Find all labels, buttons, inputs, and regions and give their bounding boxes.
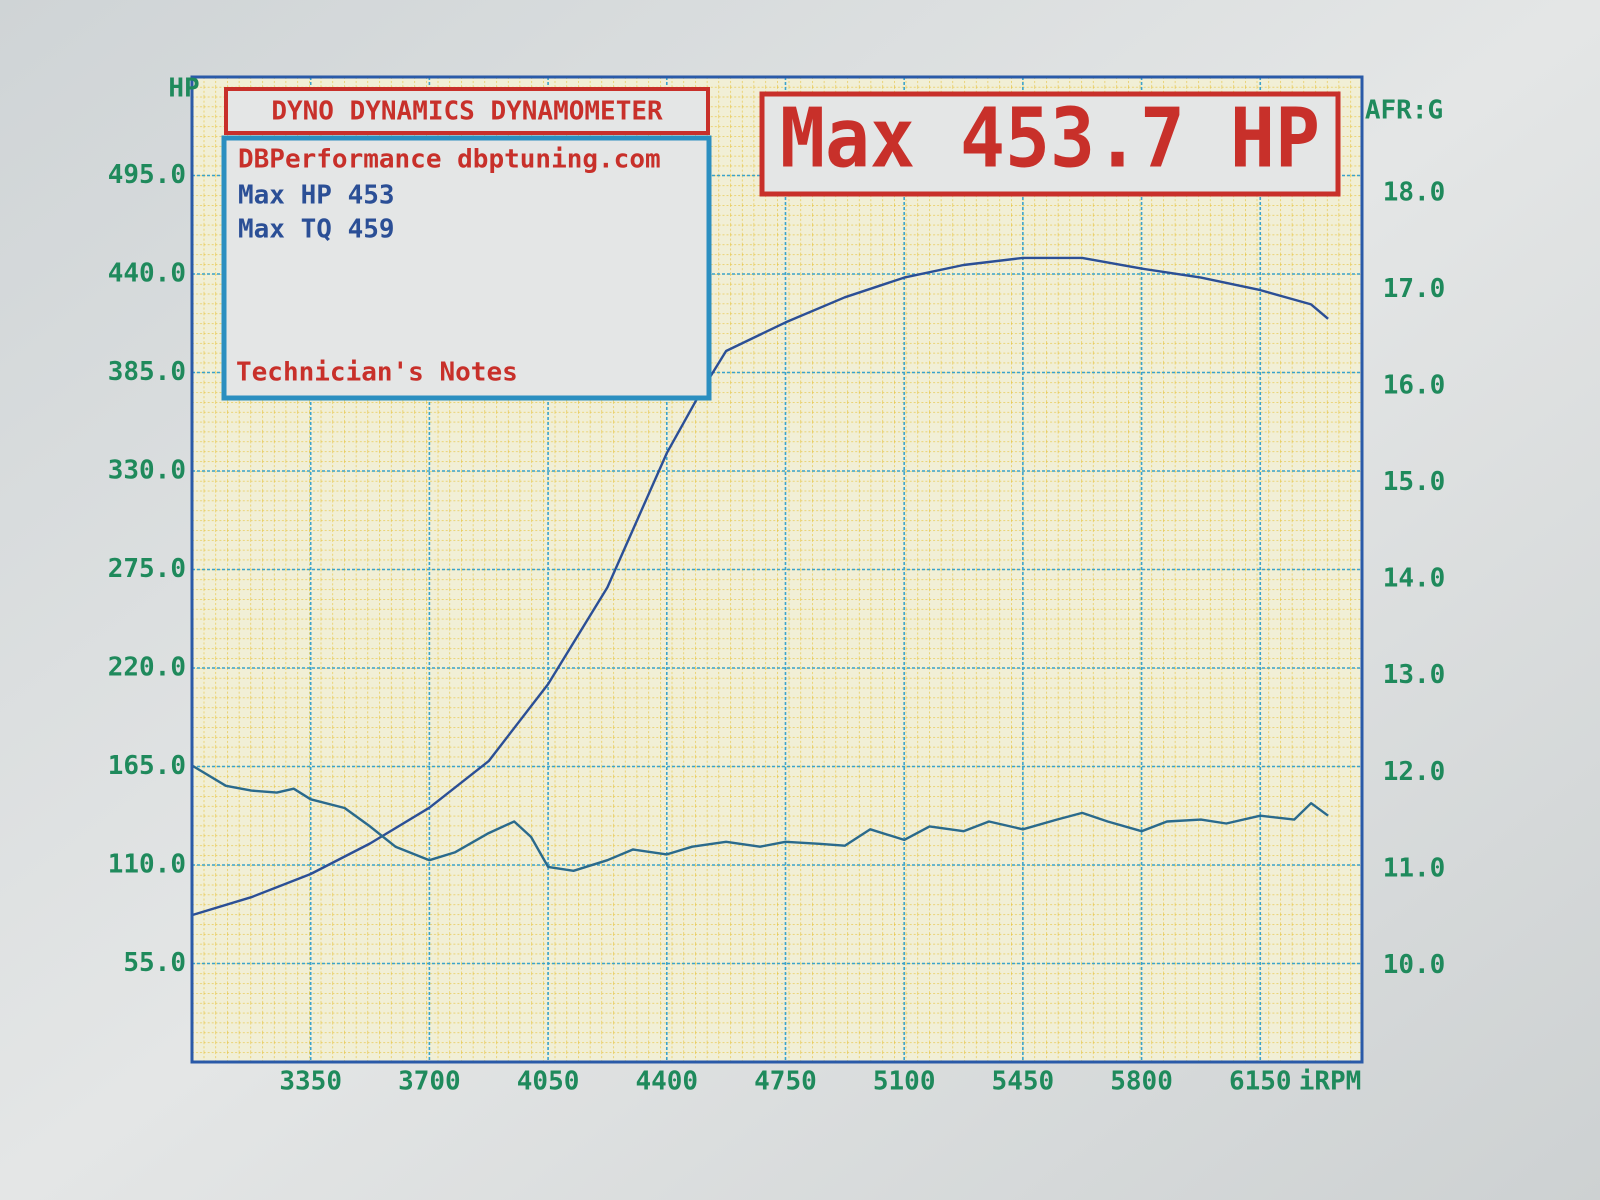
y2-tick-label: 10.0 bbox=[1383, 950, 1446, 980]
y2-tick-label: 13.0 bbox=[1383, 660, 1446, 690]
lines bbox=[191, 256, 1329, 917]
y-tick-label: 495.0 bbox=[108, 160, 186, 190]
annotation: Max TQ 459 bbox=[238, 215, 395, 245]
x-tick-label: 4750 bbox=[754, 1067, 817, 1097]
annotation: Max HP 453 bbox=[238, 181, 395, 211]
y2-tick-label: 11.0 bbox=[1383, 853, 1446, 883]
y-tick-label: 165.0 bbox=[108, 751, 186, 781]
y-tick-label: 275.0 bbox=[108, 554, 186, 584]
y-axis-label: HP bbox=[168, 74, 199, 104]
y2-tick-label: 18.0 bbox=[1383, 177, 1446, 207]
x-tick-label: 4050 bbox=[517, 1067, 580, 1097]
y2-tick-label: 14.0 bbox=[1383, 564, 1446, 594]
y-tick-label: 385.0 bbox=[108, 357, 186, 387]
x-tick-label: 3350 bbox=[279, 1067, 342, 1097]
y-tick-label: 330.0 bbox=[108, 456, 186, 486]
y2-tick-label: 15.0 bbox=[1383, 467, 1446, 497]
data-line bbox=[191, 764, 1329, 872]
y2-tick-label: 16.0 bbox=[1383, 371, 1446, 401]
x-tick-label: 4400 bbox=[635, 1067, 698, 1097]
x-tick-label: 5100 bbox=[873, 1067, 936, 1097]
y-tick-label: 110.0 bbox=[108, 850, 186, 880]
plot-frame bbox=[190, 75, 1364, 1064]
y-tick-label: 55.0 bbox=[123, 948, 186, 978]
x-tick-label: 5450 bbox=[992, 1067, 1055, 1097]
y-tick-label: 440.0 bbox=[108, 259, 186, 289]
annotation: Technician's Notes bbox=[236, 358, 518, 388]
x-axis-label: iRPM bbox=[1299, 1067, 1362, 1097]
annotation: DBPerformance dbptuning.com bbox=[238, 145, 661, 175]
data-line bbox=[191, 256, 1329, 917]
x-tick-label: 5800 bbox=[1110, 1067, 1173, 1097]
y2-axis-label: AFR:G bbox=[1365, 96, 1443, 126]
max-box bbox=[759, 91, 1341, 197]
title-box bbox=[224, 87, 710, 135]
max-label: Max 453.7 HP bbox=[780, 91, 1320, 186]
chart-title: DYNO DYNAMICS DYNAMOMETER bbox=[271, 97, 663, 127]
x-tick-label: 6150 bbox=[1229, 1067, 1292, 1097]
x-tick-label: 3700 bbox=[398, 1067, 461, 1097]
y-tick-label: 220.0 bbox=[108, 653, 186, 683]
y2-tick-label: 12.0 bbox=[1383, 757, 1446, 787]
y2-tick-label: 17.0 bbox=[1383, 274, 1446, 304]
info-box bbox=[221, 135, 712, 401]
